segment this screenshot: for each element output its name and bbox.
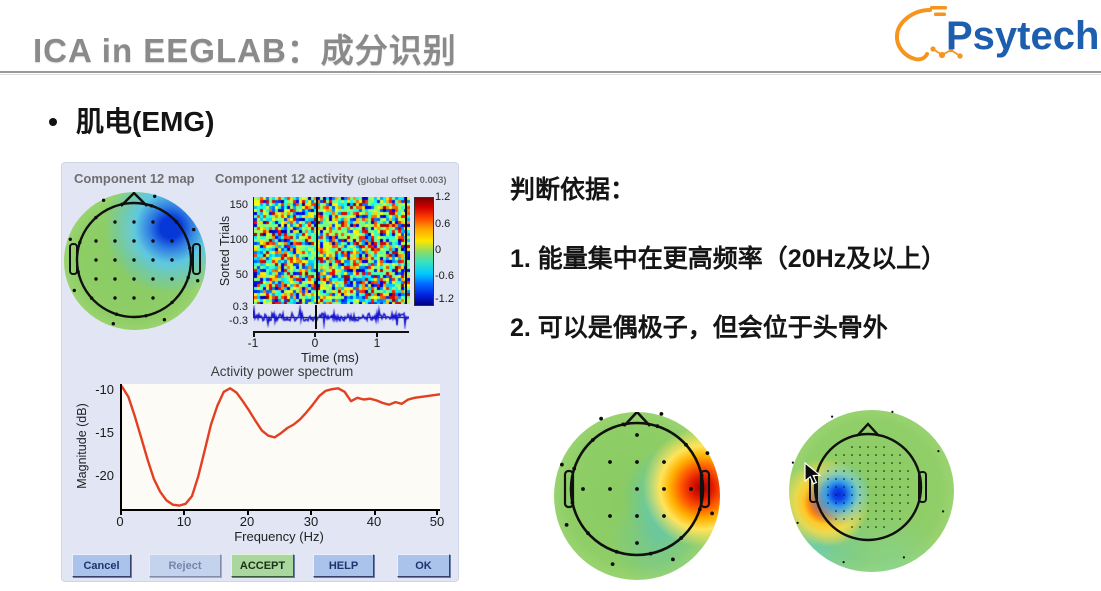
- frequency-axis-label: Frequency (Hz): [234, 529, 324, 544]
- freq-tick-0: 0: [116, 514, 124, 529]
- bullet-marker: [49, 118, 57, 126]
- title-divider-shadow: [0, 74, 1101, 75]
- freq-tickmark: [247, 510, 249, 515]
- right-ear-icon: [192, 243, 201, 275]
- time-axis-line: [253, 331, 409, 333]
- colorbar: [414, 197, 434, 306]
- trace-ytick-min: -0.3: [229, 315, 248, 327]
- emg-topomap-1-head-outline: [560, 412, 714, 566]
- freq-tickmark: [310, 510, 312, 515]
- erp-trace-canvas: [253, 305, 409, 329]
- spectrum-title: Activity power spectrum: [210, 364, 354, 379]
- spectrum-ytick--20: -20: [95, 468, 114, 483]
- time-tick-1: 1: [373, 336, 381, 350]
- brain-head-icon: Psytech: [894, 6, 1099, 62]
- criteria-heading: 判断依据：: [510, 176, 636, 204]
- spectrum-curve: [120, 385, 442, 507]
- trace-event-line: [315, 305, 317, 329]
- psytech-logo: Psytech: [884, 2, 1101, 64]
- right-ear-icon: [699, 469, 711, 509]
- help-button[interactable]: HELP: [313, 554, 374, 577]
- bullet-text: 肌电(EMG): [76, 106, 215, 137]
- criteria-item-1: 1. 能量集中在更高频率（20Hz及以上）: [510, 245, 947, 273]
- freq-tickmark: [374, 510, 376, 515]
- mouse-cursor-icon: [804, 461, 822, 491]
- component-map-title: Component 12 map: [74, 171, 195, 186]
- freq-tick-10: 10: [176, 514, 192, 529]
- time-axis-label: Time (ms): [300, 350, 359, 365]
- freq-tickmark: [120, 510, 122, 515]
- nose-icon: [623, 412, 651, 427]
- raster-ytick-150: 150: [229, 199, 248, 211]
- left-ear-icon: [563, 469, 575, 509]
- time-tickmark: [376, 333, 378, 337]
- logo-text: Psytech: [946, 14, 1099, 58]
- spectrum-ytick--15: -15: [95, 425, 114, 440]
- magnitude-axis-label: Magnitude (dB): [75, 403, 89, 489]
- reject-button[interactable]: Reject: [149, 554, 221, 577]
- ok-button[interactable]: OK: [397, 554, 450, 577]
- colorbar-tick-2: 0: [435, 244, 442, 256]
- colorbar-tick-0: 1.2: [435, 191, 451, 203]
- nose-icon: [120, 192, 148, 207]
- raster-ytick-100: 100: [229, 234, 248, 246]
- time-tickmark: [253, 333, 255, 337]
- freq-tickmark: [436, 510, 438, 515]
- time-tick--1: -1: [247, 336, 259, 350]
- left-ear-icon: [69, 243, 78, 275]
- colorbar-tick-4: -1.2: [435, 293, 454, 305]
- activity-offset-note: (global offset 0.003): [357, 175, 447, 186]
- raster-right-line: [405, 197, 407, 304]
- title-divider: [0, 71, 1101, 73]
- right-ear-icon: [918, 471, 927, 503]
- sorted-trials-axis-label: Sorted Trials: [218, 215, 232, 287]
- emg-topomap-1: [554, 412, 720, 580]
- criteria-item-2: 2. 可以是偶极子，但会位于头骨外: [510, 314, 888, 342]
- freq-tick-50: 50: [429, 514, 445, 529]
- component-properties-window: Component 12 map Component 12 activity (…: [62, 163, 458, 581]
- accept-button[interactable]: ACCEPT: [231, 554, 294, 577]
- page-title: ICA in EEGLAB：成分识别: [33, 32, 457, 69]
- freq-tick-30: 30: [303, 514, 319, 529]
- electrode-dots: [791, 410, 945, 564]
- cancel-button[interactable]: Cancel: [72, 554, 131, 577]
- spectrum-plot: [120, 384, 442, 511]
- event-line-0ms: [316, 197, 318, 304]
- activity-plot-title: Component 12 activity (global offset 0.0…: [215, 171, 447, 186]
- spectrum-ytick--10: -10: [95, 382, 114, 397]
- freq-tickmark: [183, 510, 185, 515]
- electrode-dots: [68, 194, 200, 326]
- freq-tick-40: 40: [366, 514, 382, 529]
- colorbar-tick-3: -0.6: [435, 270, 454, 282]
- time-tickmark: [314, 333, 316, 337]
- electrode-dots: [560, 412, 714, 566]
- trace-ytick-max: 0.3: [232, 301, 248, 313]
- erp-average-trace: [253, 305, 409, 329]
- time-tick-0: 0: [311, 336, 319, 350]
- freq-tick-20: 20: [239, 514, 255, 529]
- nose-icon: [856, 422, 880, 437]
- erpimage-raster: [253, 197, 410, 304]
- raster-ytick-50: 50: [235, 269, 248, 281]
- component-12-head-outline: [68, 192, 201, 326]
- colorbar-tick-1: 0.6: [435, 218, 451, 230]
- emg-topomap-2-head-outline: [791, 410, 945, 564]
- erpimage-noise-canvas: [254, 197, 410, 304]
